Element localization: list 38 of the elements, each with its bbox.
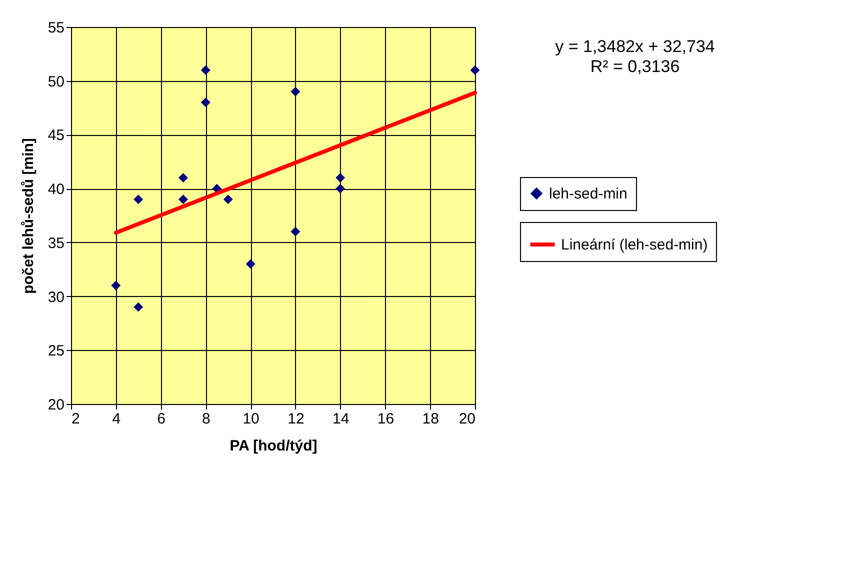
- point: [246, 259, 256, 269]
- point: [336, 173, 346, 183]
- point: [134, 302, 144, 312]
- x-tick-label: 4: [112, 410, 121, 428]
- x-tick-label: 6: [157, 410, 166, 428]
- point: [111, 280, 121, 290]
- x-tick-label: 18: [422, 410, 439, 428]
- point: [336, 184, 346, 194]
- y-tick-label: 55: [48, 20, 64, 36]
- x-tick-label: 8: [202, 410, 210, 428]
- point: [223, 194, 233, 204]
- y-tick-label: 40: [48, 181, 64, 198]
- legend-label: leh-sed-min: [549, 186, 628, 202]
- point: [178, 173, 188, 183]
- point: [178, 194, 188, 204]
- y-axis-title: počet lehů-sedů [min]: [20, 138, 37, 294]
- x-tick-label: 10: [242, 410, 260, 428]
- y-tick-label: 30: [48, 288, 64, 306]
- x-axis-title: PA [hod/týd]: [230, 438, 318, 454]
- y-tick-label: 35: [48, 234, 64, 252]
- x-tick-label: 16: [377, 410, 394, 428]
- x-tick-label: 2: [72, 410, 80, 428]
- x-tick-label: 12: [288, 410, 304, 428]
- x-tick-label: 14: [332, 410, 350, 428]
- point: [290, 226, 300, 236]
- y-tick-label: 25: [48, 342, 64, 360]
- text: R² = 0,3136: [590, 57, 680, 76]
- y-tick-label: 50: [48, 73, 64, 90]
- point: [200, 98, 210, 108]
- y-tick-label: 45: [48, 127, 64, 144]
- y-tick-label: 20: [48, 396, 64, 414]
- point: [470, 65, 480, 75]
- point: [290, 86, 300, 96]
- legend-label: Lineární (leh-sed-min): [561, 236, 708, 254]
- text: y = 1,3482x + 32,734: [555, 37, 715, 56]
- point: [200, 65, 210, 75]
- point: [134, 194, 144, 204]
- x-tick-label: 20: [458, 410, 476, 428]
